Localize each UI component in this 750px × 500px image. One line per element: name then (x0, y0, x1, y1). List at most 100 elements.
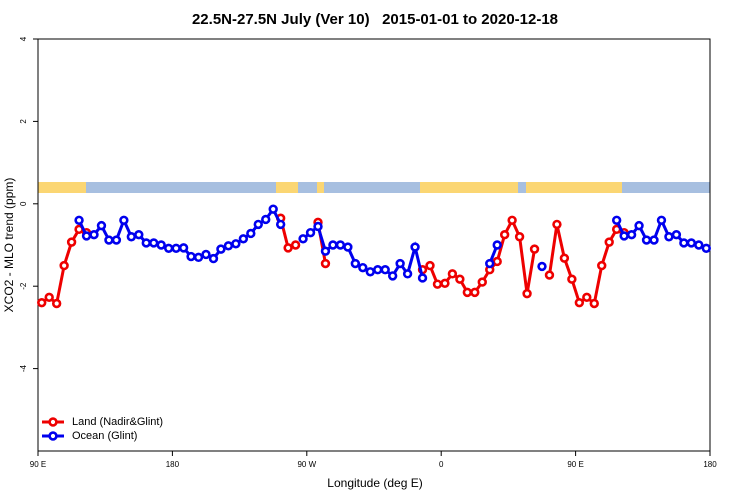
legend-marker (48, 431, 58, 441)
point (44, 292, 54, 303)
point (380, 265, 390, 275)
point (485, 258, 495, 269)
point (611, 215, 622, 225)
y-tick-label: 2 (19, 119, 28, 124)
point (671, 230, 682, 240)
point (552, 219, 562, 230)
point (679, 238, 689, 248)
point (261, 214, 271, 225)
plot-frame (37, 38, 711, 452)
y-tick-label: -4 (19, 364, 28, 372)
point (328, 240, 338, 250)
point (507, 215, 517, 225)
x-tick-label: 90 E (567, 460, 583, 469)
point (111, 235, 122, 245)
point (141, 238, 151, 248)
point (492, 256, 502, 267)
x-axis-label: Longitude (deg E) (327, 476, 422, 490)
point (74, 215, 84, 225)
point (283, 243, 293, 253)
point (440, 278, 450, 289)
y-tick-label: 4 (19, 36, 28, 41)
point (589, 298, 599, 309)
point (447, 269, 458, 279)
point (350, 258, 361, 269)
y-axis-label: XCO2 - MLO trend (ppm) (2, 178, 16, 313)
chart-title: 22.5N-27.5N July (Ver 10) 2015-01-01 to … (192, 11, 558, 28)
point (119, 215, 129, 225)
point (604, 237, 614, 247)
point (387, 271, 398, 281)
point (201, 249, 211, 260)
point (193, 252, 204, 263)
point (395, 258, 405, 269)
point (574, 297, 585, 308)
point (268, 204, 278, 214)
point (149, 238, 159, 248)
point (425, 260, 435, 271)
point (649, 235, 659, 245)
y-tick-label: 0 (19, 201, 28, 206)
point (96, 220, 107, 231)
point (335, 240, 346, 250)
x-tick-label: 180 (703, 460, 717, 469)
x-tick-label: 90 E (30, 460, 46, 469)
point (358, 262, 368, 273)
point (701, 243, 711, 253)
point (626, 230, 637, 240)
point (694, 240, 704, 250)
point (89, 230, 99, 240)
point (298, 234, 308, 244)
point (514, 232, 525, 242)
point (664, 232, 674, 242)
point (216, 244, 226, 254)
point (126, 232, 137, 242)
point (365, 267, 375, 277)
point (37, 297, 47, 308)
point (81, 231, 92, 241)
point (537, 261, 547, 272)
point (410, 242, 420, 252)
point (417, 273, 428, 283)
point (59, 260, 69, 271)
point (275, 219, 286, 230)
point (231, 239, 241, 249)
point (462, 287, 473, 298)
point (320, 246, 331, 256)
point (522, 288, 532, 299)
point (186, 251, 196, 262)
point (223, 241, 234, 251)
point (619, 231, 629, 241)
point (104, 235, 114, 245)
land-band (38, 182, 622, 193)
legend-marker (48, 417, 58, 427)
point (134, 230, 144, 240)
point (559, 253, 570, 263)
point (373, 265, 383, 275)
point (313, 221, 323, 232)
point (238, 234, 249, 244)
point (686, 238, 697, 248)
point (597, 260, 607, 271)
point (208, 253, 219, 264)
legend-label: Land (Nadir&Glint) (72, 416, 163, 428)
point (641, 235, 652, 245)
point (343, 242, 353, 252)
point (156, 240, 166, 250)
y-tick-label: -2 (19, 282, 28, 290)
point (253, 219, 263, 230)
point (432, 279, 443, 289)
surface-band (38, 182, 710, 193)
point (290, 240, 301, 250)
x-tick-label: 180 (166, 460, 180, 469)
point (455, 274, 465, 284)
point (544, 270, 555, 280)
x-tick-label: 0 (439, 460, 444, 469)
point (470, 287, 480, 298)
legend-label: Ocean (Glint) (72, 430, 137, 442)
point (66, 237, 77, 247)
point (656, 215, 667, 225)
point (567, 274, 577, 284)
point (402, 269, 413, 279)
